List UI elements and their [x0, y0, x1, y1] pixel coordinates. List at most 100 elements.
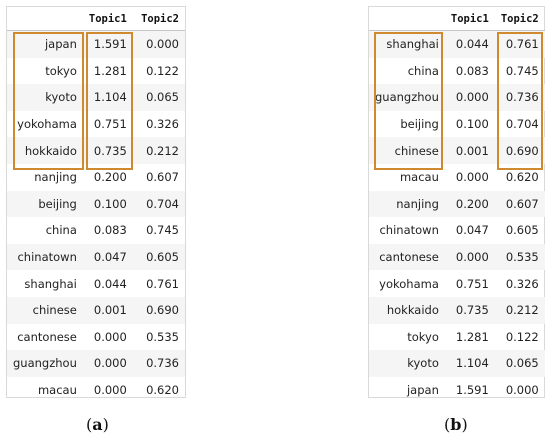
- word-cell: nanjing: [34, 170, 77, 185]
- column-header-topic2: Topic2: [494, 7, 545, 31]
- table-row: chinese 0.001 0.690: [7, 296, 185, 324]
- topic2-cell: 0.326: [505, 276, 539, 291]
- topic2-cell: 0.000: [505, 383, 539, 398]
- word-cell: chinese: [7, 296, 83, 324]
- topic1-cell: 0.044: [93, 276, 127, 291]
- topic2-cell: 0.736: [132, 350, 185, 377]
- word-cell: shanghai: [369, 30, 445, 58]
- word-cell: yokohama: [17, 117, 77, 132]
- topic1-cell: 0.047: [455, 223, 489, 238]
- topic1-cell: 1.104: [444, 350, 495, 377]
- topic2-cell: 0.000: [132, 30, 185, 58]
- table-row: nanjing 0.200 0.607: [7, 164, 185, 191]
- topic1-cell: 0.083: [455, 63, 489, 78]
- table-row: tokyo 1.281 0.122: [7, 58, 185, 85]
- topic2-cell: 0.605: [132, 243, 185, 271]
- topic2-cell: 0.535: [146, 329, 179, 344]
- topic2-cell: 0.326: [146, 117, 179, 132]
- topic1-cell: 0.001: [82, 296, 133, 324]
- topic1-cell: 0.751: [93, 117, 127, 132]
- topic1-cell: 0.001: [444, 137, 495, 164]
- table-row: nanjing 0.200 0.607: [369, 190, 545, 218]
- topic2-cell: 0.690: [494, 137, 545, 164]
- table-row: cantonese 0.000 0.535: [369, 243, 545, 271]
- table-row: chinatown 0.047 0.605: [7, 243, 185, 271]
- topic1-cell: 0.000: [93, 383, 127, 398]
- word-cell: yokohama: [379, 276, 439, 291]
- topic2-cell: 0.212: [494, 296, 545, 324]
- topic1-cell: 0.200: [93, 170, 127, 185]
- table-row: shanghai 0.044 0.761: [7, 270, 185, 297]
- caption-letter: b: [450, 415, 462, 434]
- caption-b: (b): [444, 415, 468, 434]
- topic2-cell: 0.761: [494, 30, 545, 58]
- topic1-cell: 1.591: [455, 383, 489, 398]
- table-row: chinatown 0.047 0.605: [369, 217, 545, 244]
- topic-table-b: Topic1 Topic2 shanghai 0.044 0.761 china 0.0…: [369, 7, 545, 403]
- topic1-cell: 0.200: [444, 190, 495, 218]
- table-row: kyoto 1.104 0.065: [369, 350, 545, 377]
- topic2-cell: 0.745: [146, 223, 179, 238]
- word-cell: macau: [399, 170, 439, 185]
- word-cell: japan: [406, 383, 439, 398]
- word-cell: tokyo: [45, 63, 77, 78]
- caption-a: (a): [86, 415, 109, 434]
- topic1-cell: 0.100: [82, 190, 133, 218]
- table-panel-b: Topic1 Topic2 shanghai 0.044 0.761 china 0.0…: [368, 6, 545, 398]
- topic1-cell: 0.044: [444, 30, 495, 58]
- topic1-cell: 0.000: [82, 350, 133, 377]
- topic1-cell: 0.083: [93, 223, 127, 238]
- topic2-cell: 0.736: [494, 84, 545, 111]
- word-cell: chinatown: [379, 223, 439, 238]
- column-header-topic1: Topic1: [82, 7, 133, 31]
- word-cell: beijing: [7, 190, 83, 218]
- column-header-word: [369, 7, 445, 31]
- word-cell: tokyo: [407, 329, 439, 344]
- caption-close-paren: ): [461, 415, 468, 434]
- topic-table-a: Topic1 Topic2 japan 1.591 0.000 tokyo 1.281 0…: [7, 7, 185, 403]
- word-cell: japan: [7, 30, 83, 58]
- table-row: beijing 0.100 0.704: [369, 111, 545, 138]
- table-row: shanghai 0.044 0.761: [369, 30, 545, 58]
- topic1-cell: 1.281: [455, 329, 489, 344]
- topic2-cell: 0.607: [146, 170, 179, 185]
- table-row: hokkaido 0.735 0.212: [369, 296, 545, 324]
- table-header-row: Topic1 Topic2: [7, 7, 185, 31]
- topic2-cell: 0.122: [505, 329, 539, 344]
- table-row: cantonese 0.000 0.535: [7, 324, 185, 351]
- word-cell: guangzhou: [7, 350, 83, 377]
- table-row: china 0.083 0.745: [369, 58, 545, 85]
- table-row: chinese 0.001 0.690: [369, 137, 545, 164]
- topic2-cell: 0.620: [505, 170, 539, 185]
- topic1-cell: 0.047: [82, 243, 133, 271]
- topic1-cell: 0.000: [93, 329, 127, 344]
- word-cell: guangzhou: [369, 84, 445, 111]
- topic1-cell: 0.000: [455, 170, 489, 185]
- word-cell: hokkaido: [7, 137, 83, 164]
- column-header-topic2: Topic2: [132, 7, 185, 31]
- word-cell: china: [407, 63, 439, 78]
- topic2-cell: 0.212: [132, 137, 185, 164]
- table-row: guangzhou 0.000 0.736: [369, 84, 545, 111]
- word-cell: cantonese: [17, 329, 77, 344]
- table-row: japan 1.591 0.000: [7, 30, 185, 58]
- table-row: yokohama 0.751 0.326: [369, 270, 545, 297]
- topic2-cell: 0.605: [505, 223, 539, 238]
- table-row: kyoto 1.104 0.065: [7, 84, 185, 111]
- topic2-cell: 0.690: [132, 296, 185, 324]
- word-cell: macau: [37, 383, 77, 398]
- topic1-cell: 0.000: [444, 84, 495, 111]
- table-panel-a: Topic1 Topic2 japan 1.591 0.000 tokyo 1.281 0…: [6, 6, 186, 398]
- word-cell: cantonese: [369, 243, 445, 271]
- word-cell: nanjing: [369, 190, 445, 218]
- caption-letter: a: [92, 415, 103, 434]
- column-header-topic1: Topic1: [444, 7, 495, 31]
- topic2-cell: 0.704: [132, 190, 185, 218]
- topic2-cell: 0.745: [505, 63, 539, 78]
- table-row: china 0.083 0.745: [7, 217, 185, 244]
- word-cell: beijing: [400, 117, 439, 132]
- table-row: guangzhou 0.000 0.736: [7, 350, 185, 377]
- topic1-cell: 0.000: [444, 243, 495, 271]
- topic1-cell: 0.735: [82, 137, 133, 164]
- topic1-cell: 0.100: [455, 117, 489, 132]
